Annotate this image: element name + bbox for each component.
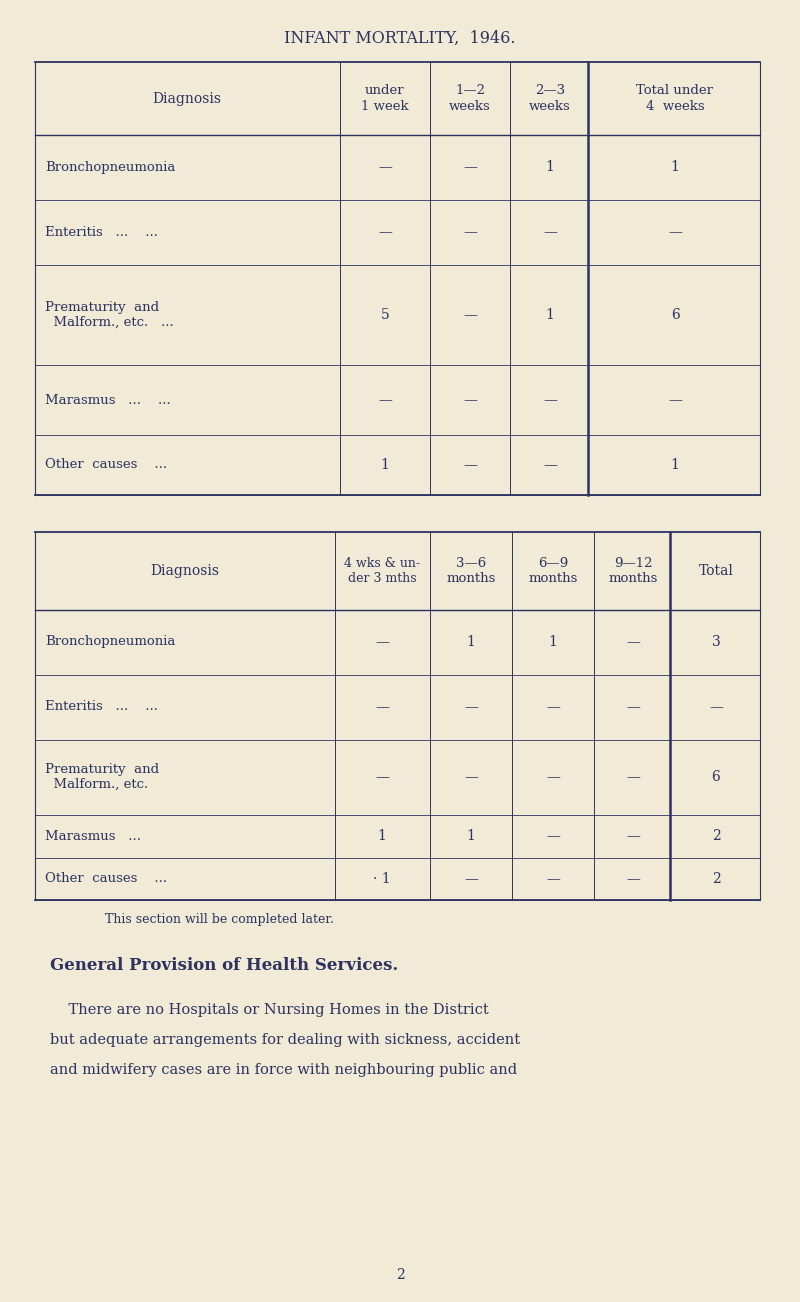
Text: 2: 2 (396, 1268, 404, 1282)
Text: —: — (543, 393, 557, 408)
Text: · 1: · 1 (373, 872, 391, 885)
Text: —: — (464, 872, 478, 885)
Text: —: — (378, 225, 392, 240)
Text: 2: 2 (712, 872, 720, 885)
Text: There are no Hospitals or Nursing Homes in the District: There are no Hospitals or Nursing Homes … (50, 1003, 489, 1017)
Text: under
1 week: under 1 week (361, 85, 409, 112)
Text: —: — (464, 700, 478, 713)
Text: —: — (626, 829, 640, 842)
Text: —: — (668, 393, 682, 408)
Text: —: — (463, 309, 477, 322)
Text: 4 wks & un-
der 3 mths: 4 wks & un- der 3 mths (344, 557, 420, 585)
Text: Total under
4  weeks: Total under 4 weeks (637, 85, 714, 112)
Text: 6: 6 (670, 309, 679, 322)
Text: Total: Total (698, 564, 734, 578)
Text: 9—12
months: 9—12 months (608, 557, 658, 585)
Text: —: — (546, 700, 560, 713)
Text: 5: 5 (381, 309, 390, 322)
Text: This section will be completed later.: This section will be completed later. (105, 914, 334, 927)
Text: 2: 2 (712, 829, 720, 842)
Text: —: — (668, 225, 682, 240)
Text: Bronchopneumonia: Bronchopneumonia (45, 635, 175, 648)
Text: 3: 3 (712, 635, 720, 648)
Text: —: — (709, 700, 723, 713)
Text: —: — (626, 769, 640, 784)
Text: but adequate arrangements for dealing with sickness, accident: but adequate arrangements for dealing wi… (50, 1032, 520, 1047)
Text: —: — (464, 769, 478, 784)
Text: Enteritis   ...    ...: Enteritis ... ... (45, 700, 158, 713)
Text: —: — (546, 829, 560, 842)
Text: and midwifery cases are in force with neighbouring public and: and midwifery cases are in force with ne… (50, 1062, 517, 1077)
Text: —: — (546, 769, 560, 784)
Text: —: — (375, 769, 389, 784)
Text: 1: 1 (378, 829, 386, 842)
Text: —: — (626, 872, 640, 885)
Text: 1: 1 (546, 160, 554, 174)
Text: —: — (626, 635, 640, 648)
Text: 1: 1 (670, 458, 679, 473)
Text: Other  causes    ...: Other causes ... (45, 872, 167, 885)
Text: —: — (463, 225, 477, 240)
Text: 1: 1 (381, 458, 390, 473)
Text: Marasmus   ...: Marasmus ... (45, 829, 141, 842)
Text: —: — (463, 160, 477, 174)
Text: Diagnosis: Diagnosis (150, 564, 219, 578)
Text: —: — (543, 458, 557, 473)
Text: INFANT MORTALITY,  1946.: INFANT MORTALITY, 1946. (284, 30, 516, 47)
Text: Marasmus   ...    ...: Marasmus ... ... (45, 393, 170, 406)
Text: —: — (543, 225, 557, 240)
Text: —: — (546, 872, 560, 885)
Text: 3—6
months: 3—6 months (446, 557, 496, 585)
Text: Bronchopneumonia: Bronchopneumonia (45, 160, 175, 173)
Text: —: — (378, 393, 392, 408)
Text: 6—9
months: 6—9 months (528, 557, 578, 585)
Text: Prematurity  and
  Malform., etc.   ...: Prematurity and Malform., etc. ... (45, 301, 174, 329)
Text: —: — (463, 393, 477, 408)
Text: General Provision of Health Services.: General Provision of Health Services. (50, 957, 398, 974)
Text: 2—3
weeks: 2—3 weeks (529, 85, 571, 112)
Text: 1: 1 (466, 635, 475, 648)
Text: Other  causes    ...: Other causes ... (45, 458, 167, 471)
Text: 1: 1 (466, 829, 475, 842)
Text: 1: 1 (670, 160, 679, 174)
Text: —: — (378, 160, 392, 174)
Text: —: — (375, 700, 389, 713)
Text: 1: 1 (546, 309, 554, 322)
Text: Prematurity  and
  Malform., etc.: Prematurity and Malform., etc. (45, 763, 159, 792)
Text: 1: 1 (549, 635, 558, 648)
Text: —: — (375, 635, 389, 648)
Text: 6: 6 (712, 769, 720, 784)
Text: Enteritis   ...    ...: Enteritis ... ... (45, 225, 158, 238)
Text: —: — (626, 700, 640, 713)
Text: —: — (463, 458, 477, 473)
Text: Diagnosis: Diagnosis (153, 91, 222, 105)
Text: 1—2
weeks: 1—2 weeks (449, 85, 491, 112)
